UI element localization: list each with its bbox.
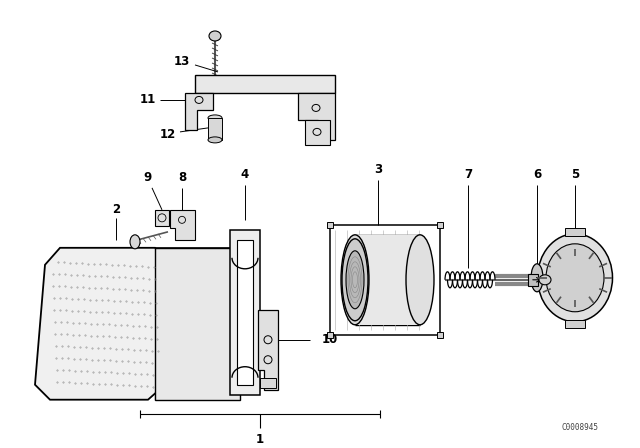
FancyArrowPatch shape xyxy=(532,278,541,282)
Ellipse shape xyxy=(346,251,364,309)
Ellipse shape xyxy=(342,239,368,321)
Text: 1: 1 xyxy=(256,433,264,446)
Text: 3: 3 xyxy=(374,164,382,177)
Bar xyxy=(260,378,276,388)
Ellipse shape xyxy=(406,235,434,325)
Text: 7: 7 xyxy=(464,168,472,181)
Ellipse shape xyxy=(538,234,612,322)
Ellipse shape xyxy=(341,235,369,325)
Polygon shape xyxy=(35,248,170,400)
Text: 10: 10 xyxy=(322,333,339,346)
Text: 8: 8 xyxy=(178,172,186,185)
Text: 2: 2 xyxy=(112,203,120,216)
Polygon shape xyxy=(185,93,213,130)
Text: 5: 5 xyxy=(571,168,579,181)
Bar xyxy=(195,75,335,93)
Ellipse shape xyxy=(539,275,551,285)
Bar xyxy=(528,274,538,286)
Text: 12: 12 xyxy=(160,129,176,142)
Bar xyxy=(355,235,420,325)
Polygon shape xyxy=(230,230,260,395)
Bar xyxy=(437,332,443,338)
Text: 9: 9 xyxy=(144,172,152,185)
Bar xyxy=(327,332,333,338)
Text: 11: 11 xyxy=(140,94,156,107)
Text: 6: 6 xyxy=(533,168,541,181)
Ellipse shape xyxy=(208,115,222,121)
Ellipse shape xyxy=(209,31,221,41)
Polygon shape xyxy=(237,240,253,385)
Polygon shape xyxy=(305,120,330,145)
Text: 4: 4 xyxy=(241,168,249,181)
Polygon shape xyxy=(258,310,278,390)
Bar xyxy=(437,222,443,228)
Text: 13: 13 xyxy=(174,56,190,69)
Bar xyxy=(565,228,585,236)
Ellipse shape xyxy=(531,264,543,292)
Polygon shape xyxy=(298,93,335,140)
Ellipse shape xyxy=(208,137,222,143)
Ellipse shape xyxy=(130,235,140,249)
Bar xyxy=(327,222,333,228)
Ellipse shape xyxy=(546,244,604,312)
Polygon shape xyxy=(170,210,195,240)
Text: C0008945: C0008945 xyxy=(561,422,598,432)
Bar xyxy=(208,118,222,140)
Bar xyxy=(155,210,169,226)
Bar xyxy=(565,320,585,328)
Polygon shape xyxy=(155,248,240,400)
